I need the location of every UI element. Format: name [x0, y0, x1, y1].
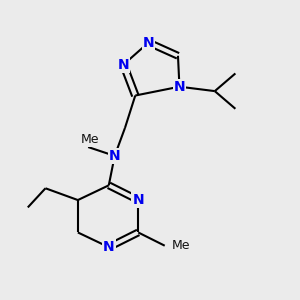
- Text: Me: Me: [80, 133, 99, 146]
- Text: N: N: [118, 58, 129, 72]
- Text: N: N: [174, 80, 185, 94]
- Text: Me: Me: [172, 239, 190, 252]
- Text: N: N: [143, 35, 154, 50]
- Text: N: N: [132, 193, 144, 207]
- Text: N: N: [103, 240, 115, 254]
- Text: N: N: [109, 149, 121, 163]
